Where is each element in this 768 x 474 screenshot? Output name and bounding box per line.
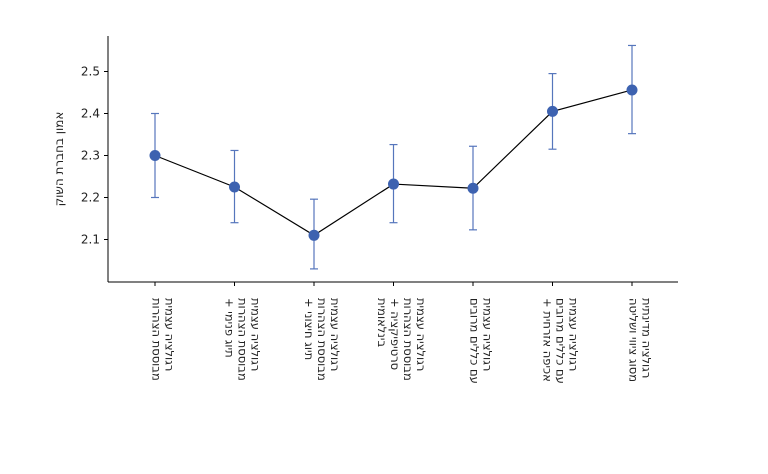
x-tick-label-line: רגולציה עצמית bbox=[249, 298, 263, 371]
x-tick-label-line: רגולציה מדינתית bbox=[640, 298, 654, 378]
x-tick-label-line: + תיוג חיצוני bbox=[302, 298, 316, 360]
x-tick-label-line: מבוססת הצהרות bbox=[401, 298, 415, 381]
data-point bbox=[229, 181, 240, 193]
x-tick-label-line: עם כללים מרובים bbox=[554, 298, 568, 384]
y-tick-label: 2.4 bbox=[81, 107, 100, 121]
y-tick-label: 2.3 bbox=[81, 149, 100, 163]
data-point bbox=[467, 182, 479, 194]
y-tick-label: 2.5 bbox=[81, 65, 100, 79]
x-tick-label-line: רגולציה עצמית bbox=[328, 298, 342, 371]
y-tick-label: 2.1 bbox=[81, 233, 100, 247]
y-axis-label: אמון בחברת השוק bbox=[52, 112, 66, 207]
x-tick-label-line: עם כללים מרובים bbox=[468, 298, 482, 384]
x-tick-label-line: רגולציה עצמית bbox=[163, 298, 177, 371]
x-tick-label-line: + סרטיפיקציה bbox=[388, 298, 402, 370]
x-tick-label-line: בינלאומית bbox=[375, 298, 389, 347]
x-tick-label-line: + אכיפה אזרחית bbox=[541, 298, 555, 382]
x-tick-label-line: רגולציה עצמית bbox=[414, 298, 428, 371]
error-bars bbox=[151, 44, 636, 270]
data-points bbox=[149, 84, 638, 241]
y-ticks: 2.1 2.2 2.3 2.4 2.5 bbox=[81, 65, 108, 247]
data-point bbox=[626, 84, 638, 96]
x-tick-label-line: רגולציה עצמית bbox=[567, 298, 581, 371]
data-point bbox=[547, 105, 558, 117]
axes bbox=[107, 36, 678, 286]
x-tick-label-line: מסוג ציווי ושליטה bbox=[627, 298, 641, 382]
data-point bbox=[149, 150, 161, 161]
data-point bbox=[308, 229, 320, 241]
x-tick-label-line: מבוססת הצהרות bbox=[236, 298, 250, 381]
data-point bbox=[388, 178, 399, 190]
x-tick-label-line: רגולציה עצמית bbox=[481, 298, 495, 371]
x-tick-label-line: + תיוג פנימי bbox=[223, 298, 237, 358]
y-tick-label: 2.2 bbox=[81, 191, 100, 205]
x-tick-label-line: מבוססת הצהרות bbox=[315, 298, 329, 381]
x-tick-label-line: מבוססת הצהרות bbox=[150, 298, 164, 381]
